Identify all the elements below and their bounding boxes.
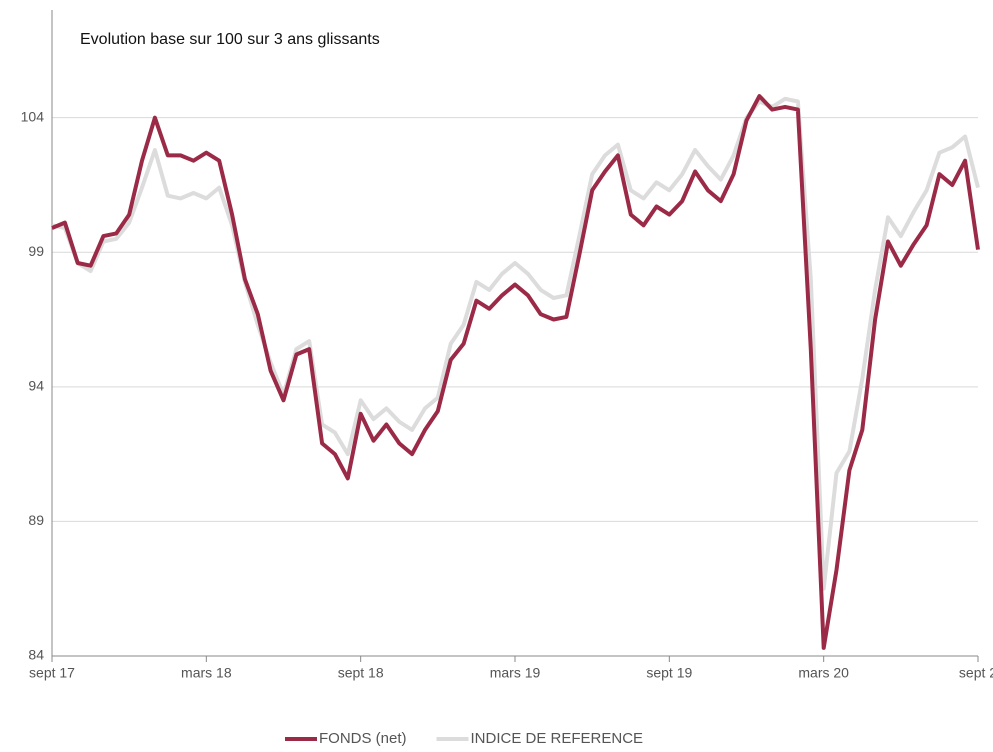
- x-tick-label: sept 19: [646, 665, 692, 681]
- series-line: [51, 96, 980, 591]
- x-tick-label: sept 18: [338, 665, 384, 681]
- legend-label: INDICE DE REFERENCE: [471, 730, 644, 747]
- x-tick-label: sept 17: [29, 665, 75, 681]
- x-tick-label: sept 2: [959, 665, 993, 681]
- x-tick-label: mars 19: [490, 665, 541, 681]
- y-tick-label: 104: [21, 108, 45, 124]
- y-tick-label: 84: [28, 647, 44, 663]
- x-tick-label: mars 20: [798, 665, 849, 681]
- series-line: [51, 94, 980, 650]
- y-tick-label: 99: [28, 243, 44, 259]
- y-tick-label: 94: [28, 378, 44, 394]
- chart-title: Evolution base sur 100 sur 3 ans glissan…: [80, 31, 380, 48]
- y-tick-label: 89: [28, 512, 44, 528]
- x-tick-label: mars 18: [181, 665, 232, 681]
- legend-label: FONDS (net): [319, 730, 407, 747]
